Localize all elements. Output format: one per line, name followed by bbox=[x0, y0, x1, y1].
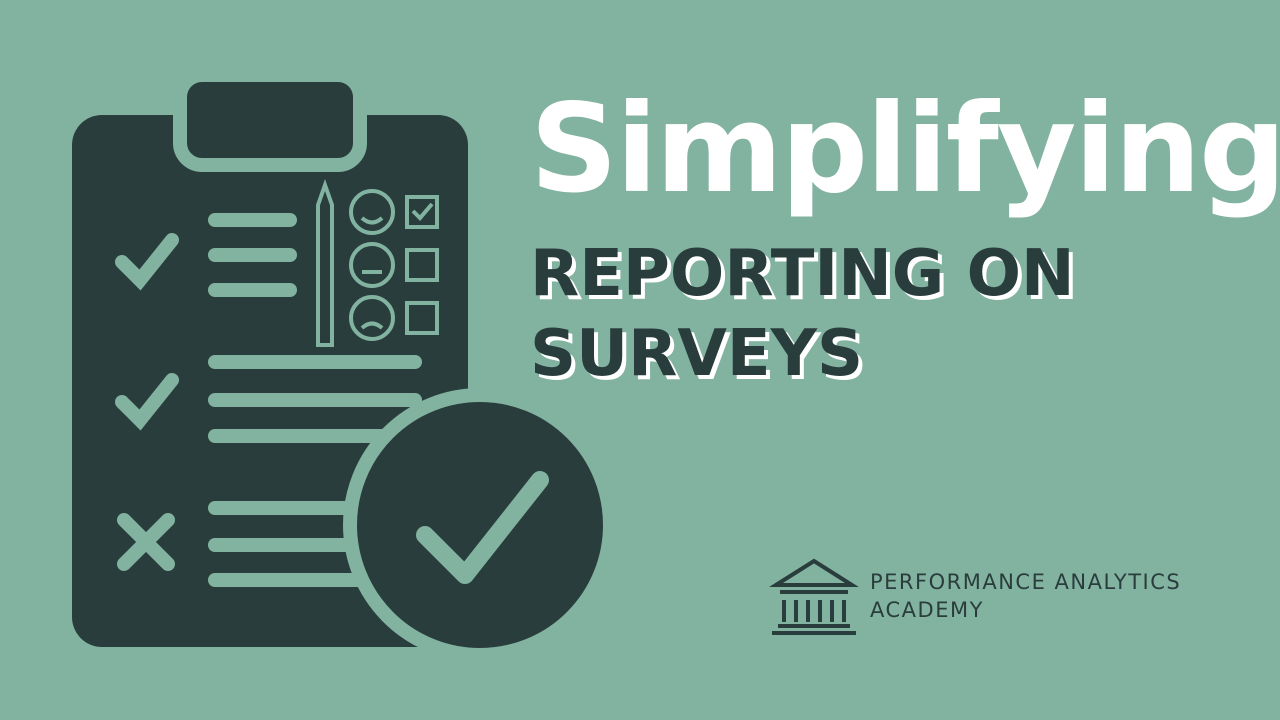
brand-name: PERFORMANCE ANALYTICS bbox=[870, 570, 1182, 594]
lines bbox=[115, 213, 422, 587]
logo bbox=[769, 558, 859, 635]
faces bbox=[316, 178, 439, 347]
subtitle: REPORTING ON bbox=[530, 237, 1075, 311]
title: Simplifying bbox=[530, 78, 1280, 220]
badge-check bbox=[416, 471, 549, 584]
brand-sub: ACADEMY bbox=[870, 598, 984, 622]
subtitle: SURVEYS bbox=[530, 317, 864, 391]
badge bbox=[343, 388, 617, 662]
clip bbox=[173, 68, 367, 172]
